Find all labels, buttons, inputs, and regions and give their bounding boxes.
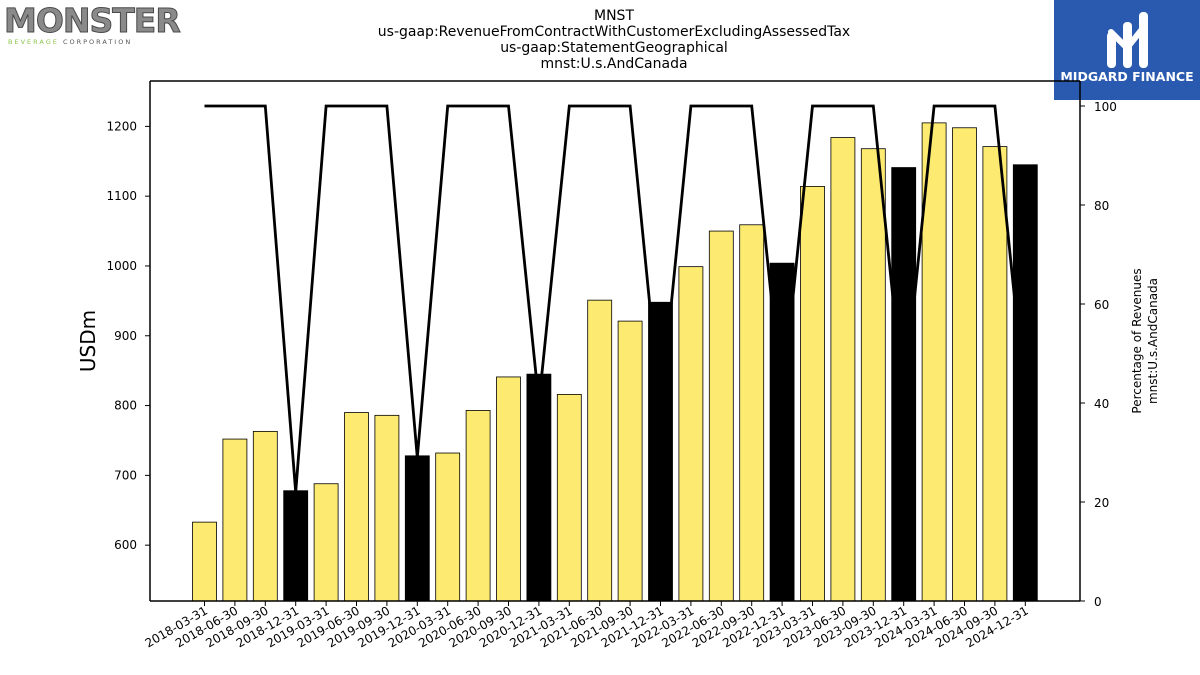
bar [739, 224, 765, 602]
bar [344, 412, 369, 602]
y-tick-label: 1100 [106, 189, 137, 203]
y2-tick-label: 20 [1094, 496, 1109, 510]
bar [617, 320, 643, 602]
chart-title-line: mnst:U.s.AndCanada [540, 56, 687, 72]
y-axis-label: USDm [76, 310, 100, 372]
bar [252, 430, 278, 602]
bar [313, 483, 339, 602]
bar [648, 301, 673, 602]
chart-title-line: us-gaap:StatementGeographical [500, 40, 728, 56]
y2-tick-label: 100 [1094, 100, 1117, 114]
y2-tick-label: 80 [1094, 199, 1109, 213]
bar [526, 373, 552, 602]
y-tick-label: 900 [114, 329, 137, 343]
bar [465, 410, 491, 602]
bar [435, 452, 461, 602]
y2-axis-label-line: Percentage of Revenues [1130, 268, 1144, 413]
y2-tick-label: 0 [1094, 595, 1102, 609]
chart-title: MNSTus-gaap:RevenueFromContractWithCusto… [378, 8, 850, 72]
logo-main-text: MONSTER [4, 1, 182, 40]
midgard-finance-logo: MIDGARD FINANCE [1054, 0, 1200, 100]
logo-sub-accent: BEVERAGE [8, 38, 59, 46]
y2-tick-label: 40 [1094, 397, 1109, 411]
bar [1012, 164, 1038, 602]
bar [374, 414, 400, 602]
bar [404, 455, 430, 602]
x-axis-ticks: 2018-03-312018-06-302018-09-302018-12-31… [143, 601, 1031, 650]
y-axis-ticks: 600 700 800 900 1000 1100 1200 [106, 119, 150, 552]
y2-tick-label: 60 [1094, 298, 1109, 312]
bar [192, 521, 217, 602]
y-tick-label: 1200 [106, 119, 137, 133]
bar [860, 148, 886, 602]
percentage-line [204, 104, 1027, 493]
bar [283, 490, 309, 602]
bar [496, 376, 521, 602]
y2-axis-label-line: mnst:U.s.AndCanada [1146, 278, 1160, 404]
percentage-line-series [204, 104, 1027, 493]
chart-title-line: MNST [594, 8, 634, 24]
monster-logo: MONSTER BEVERAGE CORPORATION [4, 1, 182, 46]
bar [587, 299, 613, 602]
bar [678, 266, 704, 602]
bar [708, 230, 734, 602]
bar [556, 393, 582, 602]
bar [982, 146, 1008, 602]
axis-labels: USDm Percentage of Revenues mnst:U.s.AndCa… [76, 268, 1160, 413]
y-tick-label: 700 [114, 468, 137, 482]
bar [800, 185, 825, 602]
logo-right-name: MIDGARD FINANCE [1060, 69, 1194, 84]
bar [830, 137, 856, 602]
y2-axis-ticks: 0 20 40 60 80 100 [1080, 100, 1117, 609]
bar [222, 438, 248, 602]
midgard-mark-icon [1107, 12, 1148, 68]
y-tick-label: 800 [114, 399, 137, 413]
bar [952, 127, 977, 602]
logo-sub-rest: CORPORATION [62, 38, 133, 46]
bar [891, 167, 917, 602]
chart-title-line: us-gaap:RevenueFromContractWithCustomerE… [378, 24, 850, 40]
logo-sub-text: BEVERAGE CORPORATION [8, 38, 164, 46]
bar-series [192, 122, 1038, 602]
y-tick-label: 600 [114, 538, 137, 552]
y-tick-label: 1000 [106, 259, 137, 273]
chart-axes [149, 80, 1081, 602]
